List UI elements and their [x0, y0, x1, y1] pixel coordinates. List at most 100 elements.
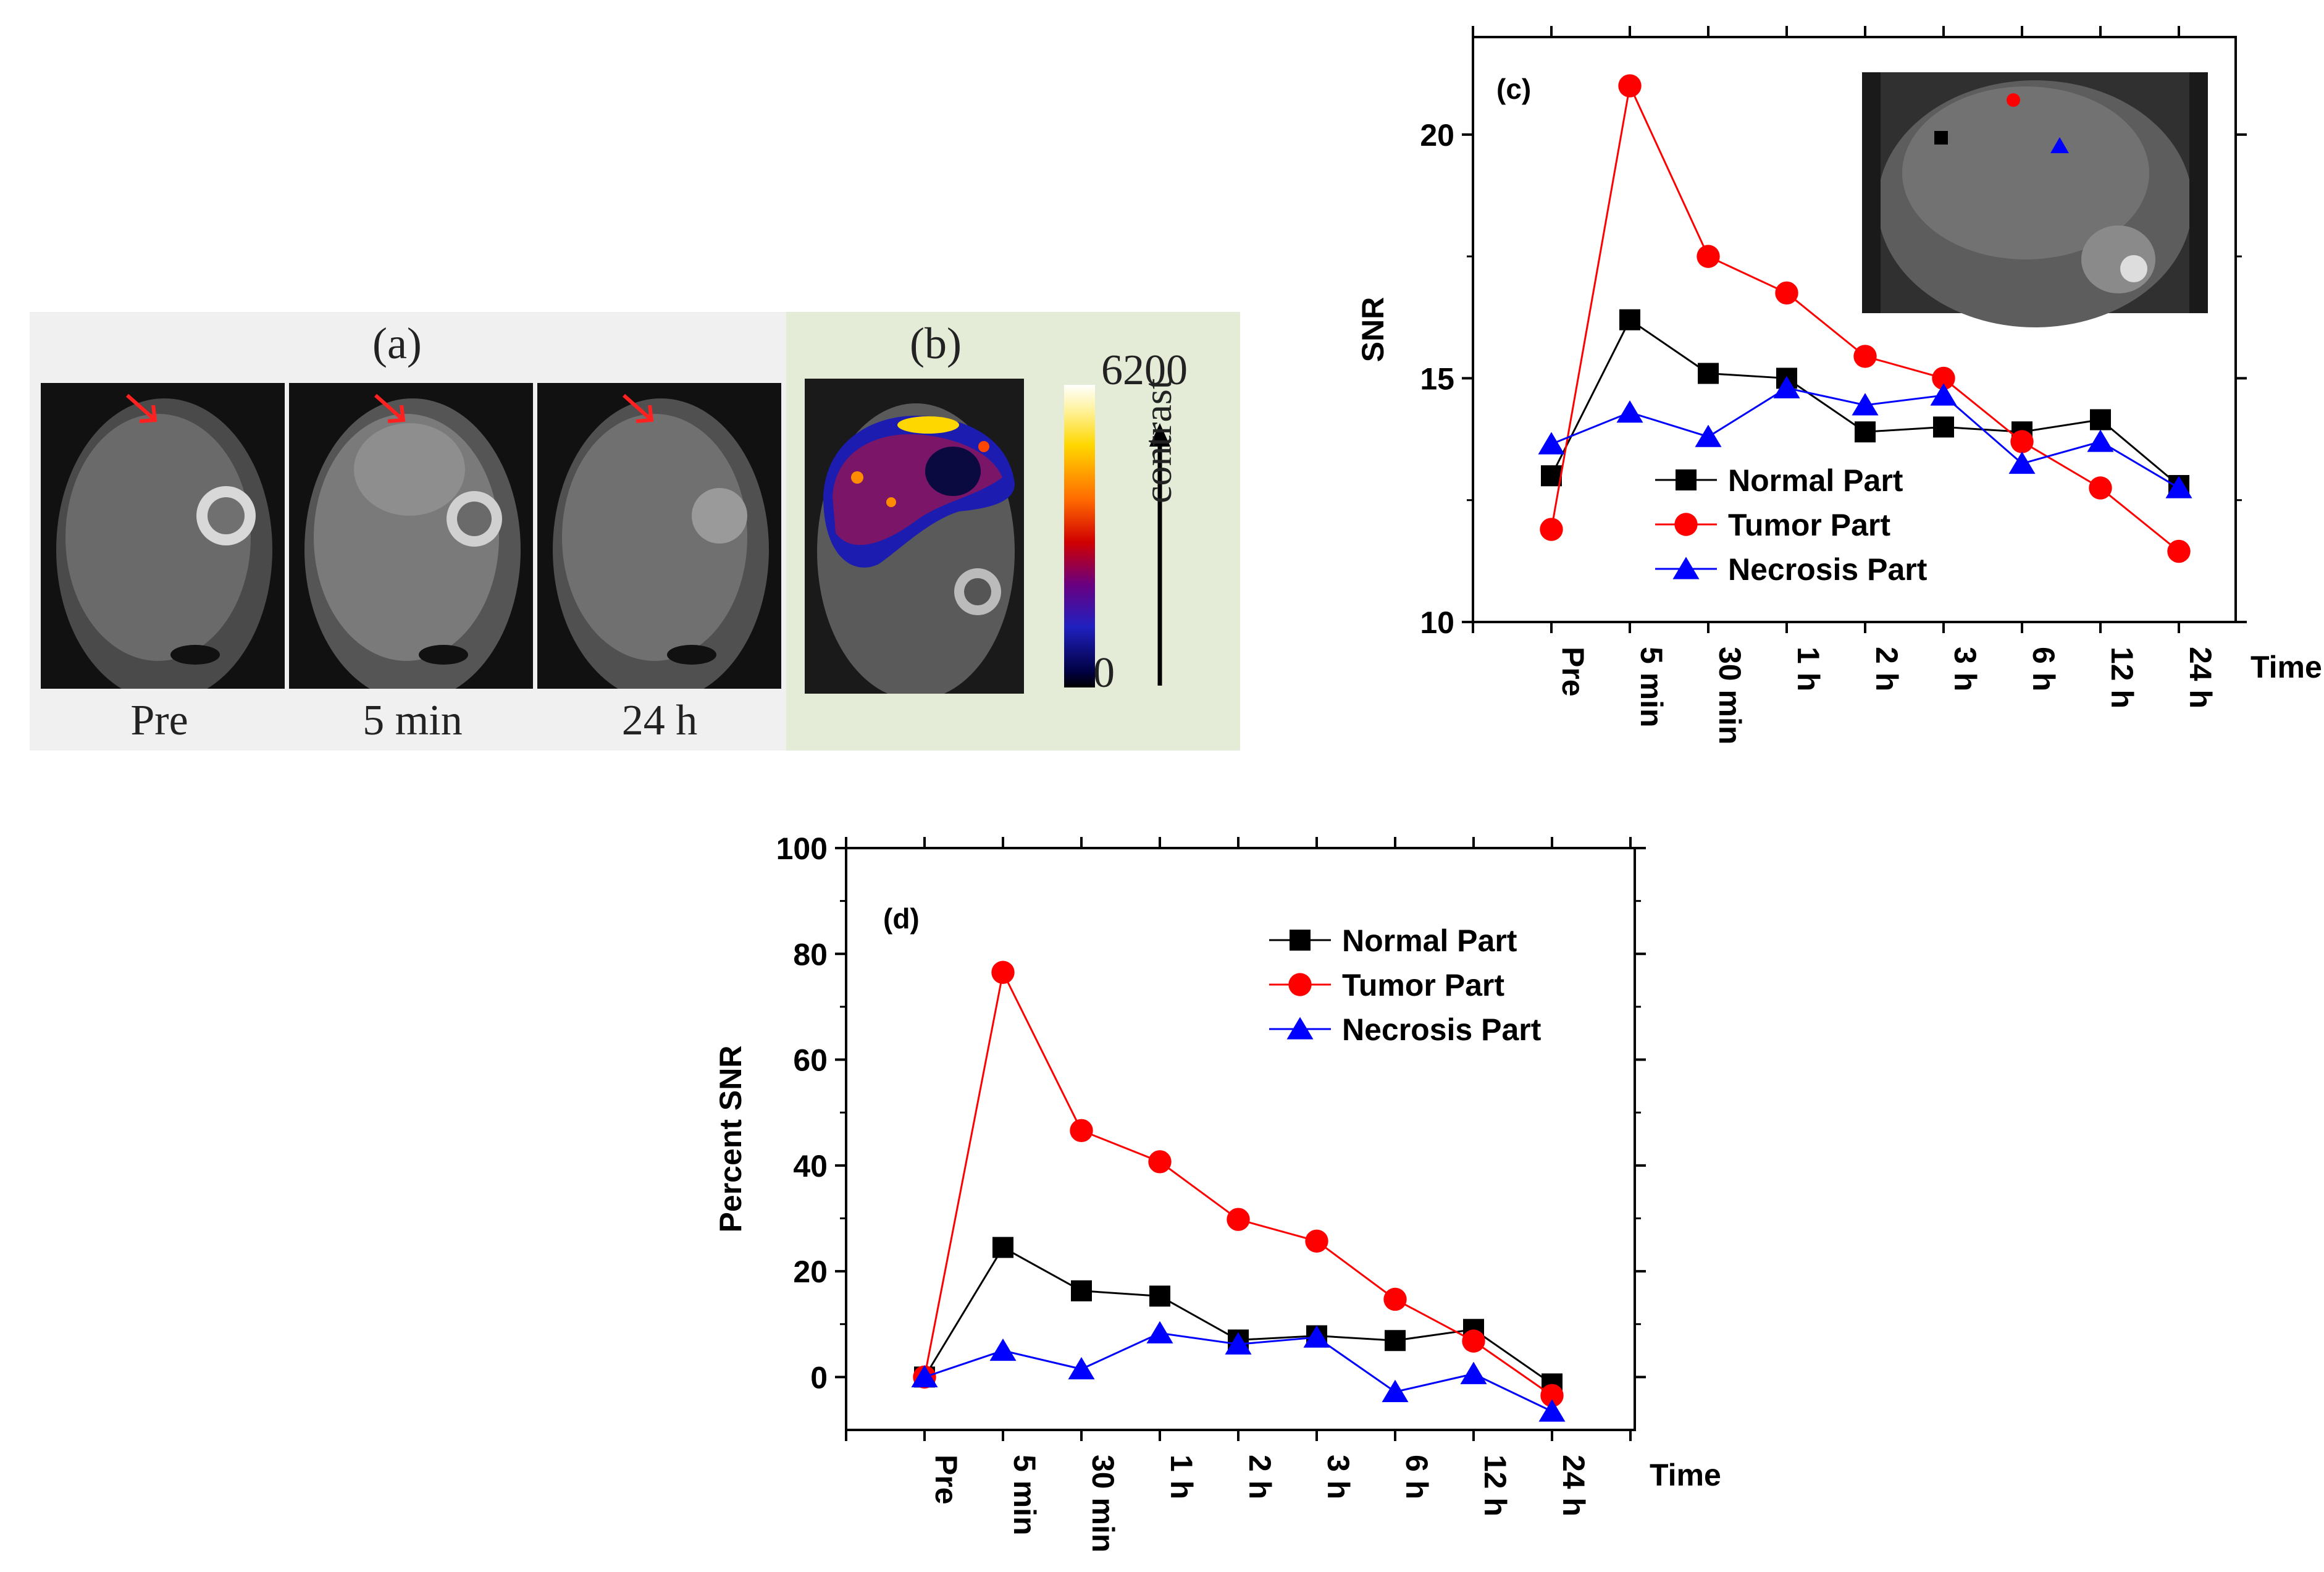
x-tick-label-6-h: 6 h — [2026, 647, 2061, 691]
data-point-necrosis-part — [2008, 451, 2036, 474]
legend-marker-normal-part — [1290, 930, 1311, 951]
legend-marker-tumor-part — [1674, 513, 1698, 536]
data-point-normal-part — [1698, 363, 1719, 384]
time-label-24h: 24 h — [621, 697, 698, 744]
data-point-tumor-part — [1775, 281, 1798, 305]
x-tick-label-30-min: 30 min — [1713, 647, 1747, 744]
data-point-normal-part — [1071, 1280, 1092, 1301]
data-point-necrosis-part — [1930, 383, 1957, 406]
legend-marker-necrosis-part — [1672, 557, 1700, 579]
data-point-tumor-part — [2089, 476, 2112, 500]
data-point-necrosis-part — [1695, 424, 1722, 447]
data-point-tumor-part — [2010, 430, 2034, 453]
series-line-normal-part — [923, 1246, 1553, 1385]
legend-label-normal-part: Normal Part — [1342, 923, 1517, 958]
legend-label-normal-part: Normal Part — [1728, 463, 1903, 498]
data-point-necrosis-part — [1068, 1356, 1095, 1380]
mri-image-24h — [537, 383, 781, 689]
data-point-tumor-part — [1540, 1384, 1564, 1408]
data-point-tumor-part — [1853, 345, 1877, 368]
panel-label: (c) — [1496, 73, 1531, 105]
y-tick-label: 100 — [776, 831, 828, 866]
y-tick-label: 40 — [793, 1149, 828, 1183]
snr-chart: 10 15 20 Pre 5 min 30 min 1 h 2 h 3 h 6 h 12 h 24 h… — [1340, 25, 2324, 766]
x-tick-label-5-min: 5 min — [1634, 647, 1669, 728]
panel-a-label: (a) — [372, 319, 422, 368]
data-point-normal-part — [1541, 465, 1562, 487]
data-point-tumor-part — [1227, 1208, 1250, 1231]
data-point-necrosis-part — [1538, 432, 1565, 455]
x-tick-label-2-h: 2 h — [1869, 647, 1904, 691]
x-tick-label-pre: Pre — [929, 1455, 963, 1505]
x-tick-label-6-h: 6 h — [1399, 1455, 1434, 1499]
x-tick-label-12-h: 12 h — [1478, 1455, 1512, 1516]
mri-figure-panel: (a) (b) — [30, 312, 1240, 750]
data-point-tumor-part — [1305, 1229, 1328, 1253]
x-tick-label-12-h: 12 h — [2105, 647, 2139, 708]
data-point-normal-part — [1855, 421, 1876, 443]
y-tick-label: 60 — [793, 1043, 828, 1078]
data-point-necrosis-part — [1773, 376, 1800, 398]
data-point-necrosis-part — [989, 1338, 1017, 1361]
mri-image-5min — [289, 383, 533, 689]
y-axis-title: SNR — [1356, 297, 1390, 363]
panel-b-label: (b) — [910, 319, 962, 368]
time-label-pre: Pre — [130, 697, 188, 744]
data-point-normal-part — [2090, 409, 2111, 431]
x-tick-label-24-h: 24 h — [1556, 1455, 1591, 1516]
plot-frame — [1472, 36, 2237, 623]
data-point-necrosis-part — [1852, 393, 1879, 416]
data-point-necrosis-part — [1225, 1332, 1252, 1355]
data-point-necrosis-part — [2087, 429, 2114, 452]
y-tick-label: 20 — [1420, 118, 1454, 153]
data-point-necrosis-part — [911, 1364, 938, 1387]
data-point-normal-part — [1149, 1285, 1170, 1307]
legend-marker-normal-part — [1676, 469, 1697, 490]
data-point-necrosis-part — [1146, 1321, 1173, 1343]
y-tick-label: 15 — [1420, 361, 1454, 396]
chart-inset-image — [1862, 72, 2208, 327]
data-point-normal-part — [1933, 416, 1954, 438]
x-tick-label-5-min: 5 min — [1007, 1455, 1042, 1536]
data-point-necrosis-part — [1382, 1379, 1409, 1402]
mri-contrast-map — [805, 379, 1024, 694]
x-tick-label-2-h: 2 h — [1243, 1455, 1277, 1499]
data-point-tumor-part — [1618, 74, 1642, 98]
data-point-necrosis-part — [2165, 476, 2192, 498]
x-tick-label-1-h: 1 h — [1164, 1455, 1199, 1499]
y-tick-label: 10 — [1420, 605, 1454, 640]
y-tick-label: 80 — [793, 937, 828, 972]
x-tick-label-3-h: 3 h — [1948, 647, 1982, 691]
legend-label-necrosis-part: Necrosis Part — [1342, 1012, 1542, 1047]
data-point-tumor-part — [1070, 1119, 1093, 1142]
legend-label-necrosis-part: Necrosis Part — [1728, 552, 1928, 587]
legend-marker-tumor-part — [1288, 973, 1312, 996]
x-axis-title: Time — [2251, 650, 2322, 684]
data-point-necrosis-part — [1460, 1361, 1487, 1384]
data-point-tumor-part — [1148, 1150, 1172, 1174]
x-tick-label-pre: Pre — [1556, 647, 1590, 697]
data-point-tumor-part — [1697, 245, 1720, 268]
colorbar-axis-label: contrast — [1136, 378, 1180, 503]
data-point-tumor-part — [991, 960, 1015, 984]
mri-image-pre — [41, 383, 285, 689]
data-point-necrosis-part — [1616, 400, 1643, 423]
contrast-arrow — [1149, 423, 1170, 686]
x-tick-label-30-min: 30 min — [1086, 1455, 1120, 1552]
data-point-normal-part — [1619, 309, 1640, 330]
inset-necrosis-marker — [2050, 137, 2069, 153]
legend-label-tumor-part: Tumor Part — [1728, 508, 1890, 542]
data-point-tumor-part — [1383, 1287, 1407, 1311]
data-point-tumor-part — [1462, 1329, 1485, 1353]
data-point-necrosis-part — [1538, 1399, 1566, 1422]
y-axis-title: Percent SNR — [713, 1046, 748, 1233]
x-tick-label-1-h: 1 h — [1791, 647, 1826, 691]
plot-frame — [845, 847, 1636, 1431]
x-axis-title: Time — [1650, 1458, 1721, 1492]
data-point-normal-part — [1385, 1330, 1406, 1351]
inset-normal-marker — [1934, 131, 1948, 145]
inset-tumor-marker — [2007, 93, 2020, 107]
x-tick-label-3-h: 3 h — [1321, 1455, 1356, 1499]
legend-marker-necrosis-part — [1286, 1017, 1314, 1040]
colorbar-max-label: 6200 — [1101, 347, 1188, 394]
